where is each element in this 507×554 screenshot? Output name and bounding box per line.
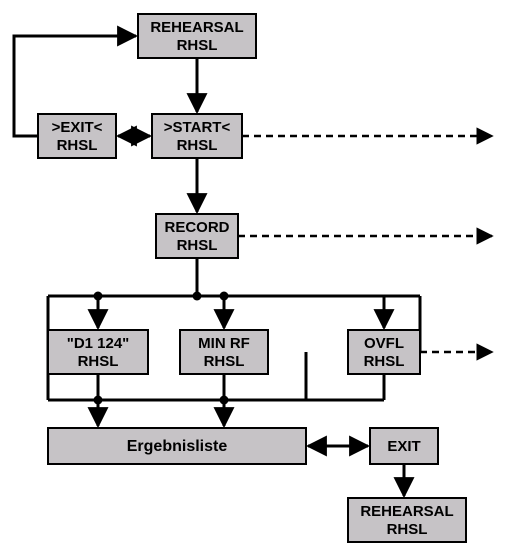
node-label: RHSL	[78, 353, 119, 370]
junction-dot	[193, 292, 202, 301]
node-label: RHSL	[57, 137, 98, 154]
node-rehearsal-top: REHEARSAL RHSL	[138, 14, 256, 58]
node-label: Ergebnisliste	[127, 438, 228, 455]
node-label: REHEARSAL	[150, 19, 243, 36]
node-label: EXIT	[387, 438, 420, 455]
node-label: >EXIT<	[52, 119, 103, 136]
node-label: RHSL	[177, 37, 218, 54]
node-rehearsal-bot: REHEARSAL RHSL	[348, 498, 466, 542]
node-start-rhsl: >START< RHSL	[152, 114, 242, 158]
node-label: "D1 124"	[67, 335, 130, 352]
node-label: MIN RF	[198, 335, 250, 352]
junction-dot	[220, 292, 229, 301]
node-label: >START<	[164, 119, 231, 136]
node-label: RHSL	[387, 521, 428, 538]
node-label: REHEARSAL	[360, 503, 453, 520]
junction-dot	[94, 396, 103, 405]
node-label: RHSL	[177, 237, 218, 254]
node-label: RECORD	[164, 219, 229, 236]
node-label: RHSL	[364, 353, 405, 370]
node-exit-rhsl: >EXIT< RHSL	[38, 114, 116, 158]
node-record-rhsl: RECORD RHSL	[156, 214, 238, 258]
junction-dot	[94, 292, 103, 301]
node-d1124-rhsl: "D1 124" RHSL	[48, 330, 148, 374]
node-ergebnisliste: Ergebnisliste	[48, 428, 306, 464]
node-exit: EXIT	[370, 428, 438, 464]
junction-dot	[220, 396, 229, 405]
node-minrf-rhsl: MIN RF RHSL	[180, 330, 268, 374]
flowchart: REHEARSAL RHSL >EXIT< RHSL >START< RHSL …	[0, 0, 507, 554]
node-label: RHSL	[177, 137, 218, 154]
node-label: RHSL	[204, 353, 245, 370]
node-ovfl-rhsl: OVFL RHSL	[348, 330, 420, 374]
node-label: OVFL	[364, 335, 404, 352]
